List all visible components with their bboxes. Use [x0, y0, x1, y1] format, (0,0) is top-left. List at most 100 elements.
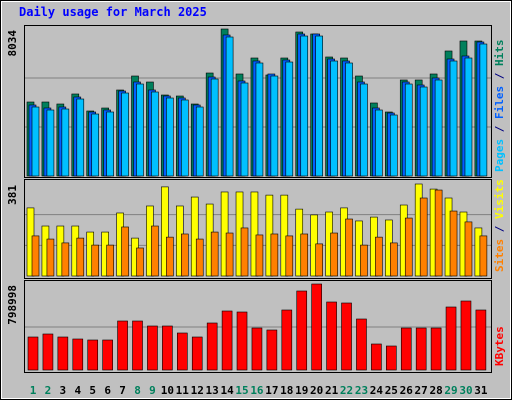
bar: [76, 98, 85, 177]
legend: KBytes: [493, 326, 506, 366]
legend-separator: /: [493, 119, 506, 139]
bar: [281, 309, 293, 371]
bar: [280, 194, 289, 277]
bar: [195, 106, 204, 177]
bar: [61, 242, 70, 277]
bar: [195, 238, 204, 277]
bar: [102, 339, 113, 371]
x-tick-label: 7: [119, 384, 126, 397]
x-tick-label: 22: [340, 384, 353, 397]
legend: Pages / Files / Hits: [493, 40, 506, 173]
bar: [151, 225, 159, 277]
x-tick-label: 1: [30, 384, 37, 397]
x-tick-label: 15: [235, 384, 248, 397]
x-tick-label: 23: [355, 384, 368, 397]
bar: [31, 235, 40, 277]
bar: [430, 327, 442, 371]
bar: [460, 300, 472, 371]
legend-entry: Visits: [493, 179, 506, 219]
bar: [311, 283, 322, 371]
bar: [72, 338, 84, 371]
bar: [434, 189, 443, 277]
bar: [445, 306, 457, 371]
bar: [330, 60, 338, 177]
bar: [315, 35, 323, 177]
x-tick-label: 24: [370, 384, 384, 397]
bar: [251, 327, 263, 371]
legend-separator: /: [493, 219, 506, 239]
bar: [162, 325, 173, 371]
bar: [190, 196, 199, 277]
bar: [419, 86, 428, 177]
bar: [390, 114, 398, 177]
x-tick-label: 27: [415, 384, 428, 397]
bar: [225, 232, 234, 277]
x-tick-label: 21: [325, 384, 339, 397]
bar: [475, 309, 487, 371]
x-tick-label: 13: [206, 384, 219, 397]
legend-entry: Files: [493, 86, 506, 119]
bar: [240, 82, 249, 177]
legend-entry: Hits: [493, 40, 506, 67]
x-tick-label: 6: [104, 384, 111, 397]
bar: [46, 238, 55, 277]
bar: [360, 244, 368, 277]
legend-entry: KBytes: [493, 326, 506, 366]
bar: [390, 242, 398, 277]
bar: [300, 35, 309, 177]
bar: [236, 311, 248, 371]
bar: [345, 218, 353, 277]
bar: [296, 290, 308, 371]
x-tick-label: 30: [459, 384, 472, 397]
bar: [404, 217, 413, 277]
x-tick-label: 10: [161, 384, 174, 397]
bar: [255, 62, 264, 177]
bar: [404, 83, 413, 177]
bar: [166, 236, 174, 277]
y-tick-label: 8034: [6, 30, 19, 57]
x-tick-label: 17: [265, 384, 278, 397]
x-tick-label: 20: [310, 384, 323, 397]
y-tick-label: 798998: [6, 285, 19, 325]
bar: [300, 233, 309, 277]
bar: [87, 339, 99, 371]
legend: Sites / Visits: [493, 179, 506, 272]
bar: [341, 302, 352, 371]
bar: [255, 234, 264, 277]
bar: [106, 111, 114, 177]
bar: [315, 243, 323, 277]
bar: [210, 231, 219, 277]
bar: [106, 244, 114, 277]
chart-title: Daily usage for March 2025: [19, 5, 207, 19]
bar: [181, 99, 189, 177]
bar: [356, 318, 367, 371]
bar: [285, 235, 294, 277]
bar: [375, 109, 383, 177]
bar: [132, 320, 143, 371]
bar: [31, 106, 40, 177]
bar: [464, 221, 473, 277]
bar: [250, 191, 259, 277]
x-tick-label: 11: [176, 384, 190, 397]
x-tick-label: 4: [74, 384, 81, 397]
bar: [206, 322, 218, 371]
bar: [221, 310, 233, 371]
bar: [76, 237, 85, 277]
bar: [419, 197, 428, 277]
bar: [479, 43, 488, 177]
bar: [117, 320, 128, 371]
x-tick-label: 26: [400, 384, 414, 397]
bar: [400, 327, 412, 371]
x-tick-label: 25: [385, 384, 398, 397]
bar: [121, 92, 129, 177]
bar: [136, 247, 144, 277]
legend-separator: /: [493, 66, 506, 86]
bar: [434, 79, 443, 177]
bar: [27, 336, 39, 371]
bar: [240, 227, 249, 277]
bar: [151, 91, 159, 177]
bar: [42, 333, 54, 371]
bar: [479, 235, 488, 277]
